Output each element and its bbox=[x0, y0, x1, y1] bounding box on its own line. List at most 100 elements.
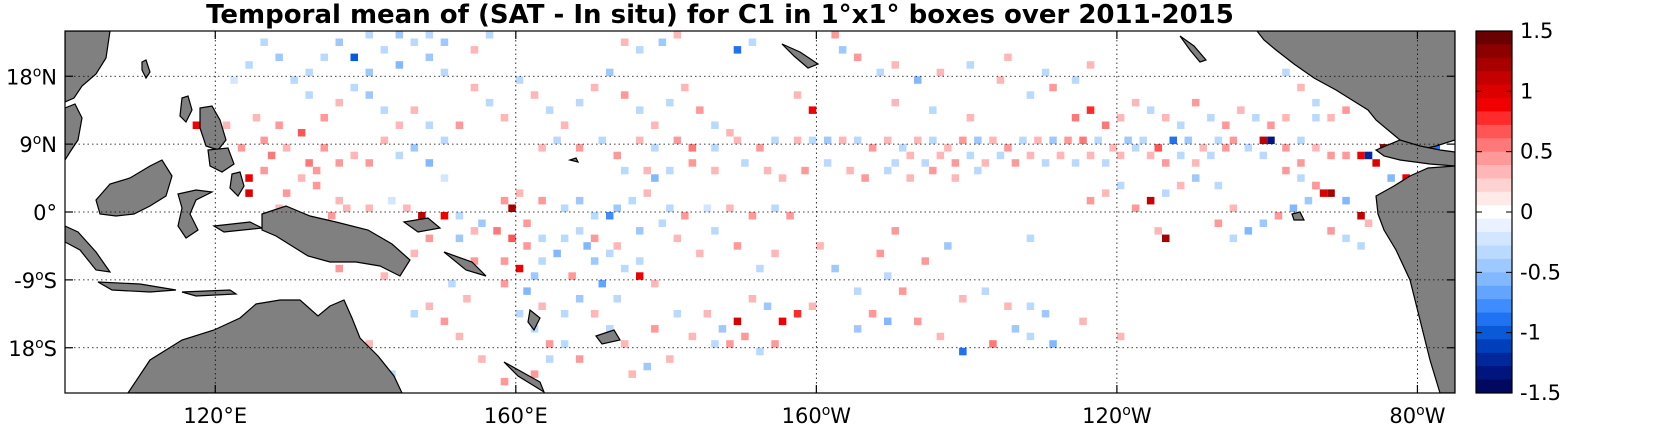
data-cell bbox=[515, 264, 524, 273]
axis-ticks bbox=[65, 31, 1455, 393]
data-cell bbox=[365, 340, 373, 348]
data-cell bbox=[245, 174, 253, 182]
data-cell bbox=[1214, 136, 1223, 145]
data-cell bbox=[1124, 136, 1132, 145]
colorbar-tick-labels: 1.5 1 0.5 0 -0.5 -1 -1.5 bbox=[1520, 19, 1561, 405]
data-cell bbox=[621, 166, 629, 175]
data-cell bbox=[418, 212, 426, 220]
data-cell bbox=[553, 249, 561, 258]
data-cell bbox=[989, 136, 997, 145]
land-australia bbox=[127, 299, 403, 393]
data-cell bbox=[1229, 204, 1238, 212]
data-cell bbox=[868, 144, 877, 152]
data-cell bbox=[1086, 151, 1095, 160]
data-cell bbox=[711, 144, 719, 152]
colorbar-swatch bbox=[1476, 352, 1512, 367]
data-cell bbox=[538, 302, 546, 310]
data-cell bbox=[1267, 121, 1275, 129]
colorbar-swatch bbox=[1476, 44, 1512, 59]
colorbar-tick-label: -1.5 bbox=[1520, 381, 1561, 405]
data-cell bbox=[748, 212, 757, 220]
land-new-caledonia bbox=[503, 361, 546, 393]
data-cell bbox=[1071, 159, 1080, 167]
data-cell bbox=[974, 166, 982, 175]
data-cell bbox=[335, 196, 343, 205]
colorbar-swatch bbox=[1476, 299, 1512, 313]
data-cell bbox=[929, 106, 937, 114]
land-philippines-south bbox=[199, 105, 227, 151]
data-cell bbox=[410, 144, 419, 152]
land-asia bbox=[65, 31, 111, 103]
lon-tick-label: 160°E bbox=[484, 404, 548, 428]
data-cell bbox=[771, 204, 779, 212]
data-cell bbox=[575, 295, 584, 303]
data-cell bbox=[959, 295, 967, 303]
data-cell bbox=[1312, 114, 1320, 122]
data-cell bbox=[320, 114, 328, 122]
data-cell bbox=[1049, 340, 1057, 348]
data-cell bbox=[816, 242, 824, 250]
colorbar-tick-label: 1.5 bbox=[1520, 19, 1553, 43]
data-cell bbox=[808, 136, 817, 145]
lat-tick-label: -9oS bbox=[14, 268, 57, 293]
data-cell bbox=[590, 234, 599, 243]
colorbar-tick-label: -0.5 bbox=[1520, 260, 1561, 284]
data-cell bbox=[411, 24, 419, 32]
data-cell bbox=[1131, 144, 1140, 152]
longitude-tick-labels: 120°E 160°E 160oW 120oW 80oW bbox=[183, 403, 1445, 428]
data-cell bbox=[230, 76, 238, 84]
colorbar-swatch bbox=[1476, 272, 1512, 287]
land-galapagos bbox=[1291, 211, 1305, 221]
colorbar-swatch bbox=[1476, 245, 1512, 260]
data-cell bbox=[1259, 136, 1268, 145]
data-cell bbox=[1327, 114, 1335, 122]
data-cell bbox=[989, 340, 997, 348]
data-cell bbox=[470, 257, 479, 265]
land-lesser-sunda bbox=[181, 289, 238, 297]
data-cell bbox=[793, 310, 802, 318]
data-cells bbox=[192, 24, 1448, 386]
data-cell bbox=[1282, 144, 1290, 152]
data-cell bbox=[560, 234, 569, 243]
colorbar-tick-label: 0.5 bbox=[1520, 140, 1553, 164]
data-cell bbox=[1304, 196, 1313, 205]
data-cell bbox=[380, 46, 389, 54]
colorbar-swatch bbox=[1476, 218, 1512, 233]
data-cell bbox=[470, 83, 479, 92]
data-cell bbox=[455, 121, 464, 129]
data-cell bbox=[1207, 151, 1215, 160]
data-cell bbox=[478, 219, 486, 227]
data-cell bbox=[1177, 181, 1185, 190]
data-cell bbox=[688, 159, 697, 167]
data-cell bbox=[320, 53, 328, 62]
data-cell bbox=[245, 189, 253, 197]
data-cell bbox=[440, 317, 449, 326]
map-gridlines bbox=[65, 31, 1455, 393]
data-cell bbox=[1297, 136, 1305, 145]
data-cell bbox=[1372, 159, 1380, 167]
data-cell bbox=[733, 242, 742, 250]
data-cell bbox=[1131, 98, 1140, 107]
data-cell bbox=[425, 53, 434, 62]
data-cell bbox=[538, 196, 546, 205]
data-cell bbox=[1192, 159, 1200, 167]
data-cell bbox=[1109, 144, 1117, 152]
data-cell bbox=[733, 136, 742, 145]
data-cell bbox=[996, 76, 1005, 84]
land-new-guinea bbox=[261, 205, 411, 277]
data-cell bbox=[1071, 76, 1080, 84]
data-cell bbox=[636, 272, 644, 280]
data-cell bbox=[733, 317, 742, 326]
data-cell bbox=[981, 287, 990, 295]
colorbar-swatch bbox=[1476, 191, 1512, 206]
data-cell bbox=[741, 159, 749, 167]
data-cell bbox=[921, 159, 929, 167]
data-cell bbox=[966, 151, 975, 160]
data-cell bbox=[703, 310, 712, 318]
lat-tick-label: 18oS bbox=[8, 336, 57, 361]
data-cell bbox=[1364, 219, 1373, 227]
data-cell bbox=[1222, 144, 1230, 152]
data-cell bbox=[808, 302, 817, 310]
data-cell bbox=[861, 174, 869, 182]
